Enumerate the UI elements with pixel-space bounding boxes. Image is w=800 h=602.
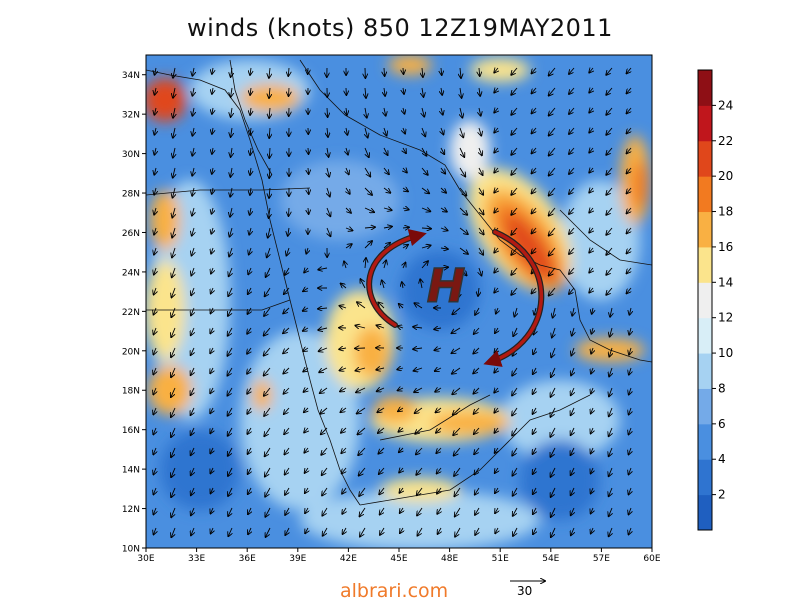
- lon-tick-label: 42E: [340, 554, 357, 564]
- reference-vector-label: 30: [517, 584, 532, 598]
- colorbar-swatch: [698, 388, 712, 424]
- colorbar-label: 2: [718, 488, 726, 502]
- lon-tick-label: 54E: [542, 554, 559, 564]
- lon-tick-label: 33E: [188, 554, 205, 564]
- lon-tick-label: 48E: [441, 554, 458, 564]
- lat-tick-label: 18N: [122, 387, 140, 397]
- lat-tick-label: 24N: [122, 268, 140, 278]
- colorbar-swatch: [698, 459, 712, 495]
- lon-tick-label: 30E: [137, 554, 154, 564]
- colorbar-swatch: [698, 282, 712, 318]
- lat-tick-label: 30N: [122, 150, 140, 160]
- colorbar-swatch: [698, 318, 712, 354]
- colorbar-swatch: [698, 247, 712, 283]
- longitude-axis: 30E 33E 36E 39E 42E 45E 48E 51E 54E 57E 60E: [137, 548, 660, 564]
- lat-tick-label: 32N: [122, 111, 140, 121]
- colorbar-swatch: [698, 176, 712, 212]
- wind-vector: [327, 108, 328, 117]
- wind-vector: [289, 88, 290, 96]
- colorbar-label: 6: [718, 417, 726, 431]
- colorbar-label: 12: [718, 311, 733, 325]
- colorbar-label: 24: [718, 98, 733, 112]
- wind-vector: [308, 148, 309, 154]
- lat-tick-label: 10N: [122, 545, 140, 555]
- wind-speed-field: [143, 55, 652, 550]
- colorbar-swatch: [698, 212, 712, 248]
- high-pressure-label: H: [427, 259, 466, 313]
- lat-tick-label: 14N: [122, 466, 140, 476]
- lon-tick-label: 60E: [643, 554, 660, 564]
- lon-tick-label: 45E: [390, 554, 407, 564]
- colorbar-label: 20: [718, 169, 733, 183]
- colorbar-swatch: [698, 105, 712, 141]
- lat-tick-label: 12N: [122, 505, 140, 515]
- colorbar-label: 10: [718, 346, 733, 360]
- colorbar-label: 18: [718, 205, 733, 219]
- colorbar-label: 16: [718, 240, 733, 254]
- latitude-axis: 10N 12N 14N 16N 18N 20N 22N 24N 26N 28N 30N 32N 34N: [122, 71, 146, 554]
- wind-vector: [384, 68, 385, 76]
- wind-vector: [403, 68, 404, 74]
- wind-vector: [308, 168, 309, 174]
- lon-tick-label: 51E: [492, 554, 509, 564]
- lat-tick-label: 22N: [122, 308, 140, 318]
- colorbar-swatch: [698, 353, 712, 389]
- colorbar-label: 22: [718, 134, 733, 148]
- colorbar-label: 4: [718, 452, 726, 466]
- colorbar-label: 14: [718, 275, 733, 289]
- lat-tick-label: 16N: [122, 426, 140, 436]
- wind-vector: [289, 208, 290, 216]
- lon-tick-label: 57E: [593, 554, 610, 564]
- colorbar-swatch: [698, 141, 712, 177]
- lat-tick-label: 26N: [122, 229, 140, 239]
- lon-tick-label: 39E: [289, 554, 306, 564]
- wind-vector: [308, 208, 309, 214]
- watermark: albrari.com: [340, 580, 448, 602]
- lat-tick-label: 20N: [122, 347, 140, 357]
- colorbar-swatch: [698, 495, 712, 531]
- lat-tick-label: 34N: [122, 71, 140, 81]
- lat-tick-label: 28N: [122, 190, 140, 200]
- lon-tick-label: 36E: [239, 554, 256, 564]
- colorbar-swatch: [698, 424, 712, 460]
- colorbar-swatch: [698, 70, 712, 106]
- colorbar-label: 8: [718, 381, 726, 395]
